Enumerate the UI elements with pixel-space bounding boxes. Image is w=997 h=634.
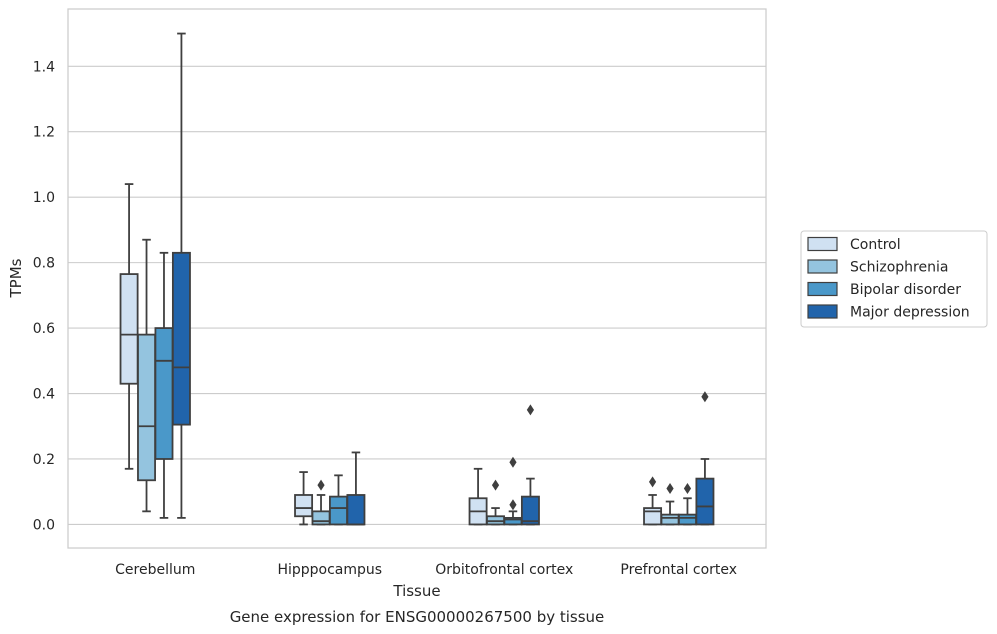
box-iqr [346, 494, 366, 526]
legend-entry-label: Control [850, 237, 901, 253]
box-iqr [520, 495, 540, 526]
y-tick-label: 1.4 [33, 59, 55, 75]
x-tick-label: Hipppocampus [277, 562, 382, 578]
box-iqr [329, 495, 348, 526]
box-control [294, 471, 314, 526]
legend: Control Schizophrenia Bipolar disorder Majo… [800, 230, 988, 328]
flier-point [683, 482, 692, 494]
box-iqr [294, 494, 314, 518]
box-major-depression [520, 404, 540, 526]
legend-entry-label: Bipolar disorder [850, 282, 961, 298]
box-bipolar-disorder [678, 482, 697, 526]
legend-entry-label: Schizophrenia [850, 260, 948, 276]
box-iqr [311, 510, 331, 526]
legend-swatch [807, 259, 838, 274]
x-tick-labels: Cerebellum Hipppocampus Orbitofrontal cort… [115, 562, 737, 578]
flier-point [509, 456, 517, 468]
y-tick-label: 1.2 [33, 125, 55, 141]
flier-point [317, 479, 325, 491]
box-schizophrenia [660, 482, 680, 526]
box-iqr [119, 273, 139, 385]
x-tick-label: Cerebellum [115, 562, 195, 578]
legend-entry-label: Major depression [850, 305, 970, 321]
boxes [119, 32, 715, 526]
flier-point [491, 479, 500, 491]
box-control [468, 467, 488, 526]
flier-point [509, 499, 517, 511]
box-control [643, 476, 663, 526]
legend-swatch [807, 304, 838, 319]
legend-swatch [807, 236, 838, 252]
box-major-depression [346, 451, 366, 526]
box-iqr [660, 513, 680, 526]
box-major-depression [695, 391, 715, 526]
legend-frame [800, 230, 988, 328]
box-bipolar-disorder [154, 251, 174, 519]
flier-point [648, 476, 657, 488]
box-iqr [154, 327, 174, 460]
box-control [119, 183, 139, 470]
legend-swatch [807, 281, 838, 297]
box-iqr [171, 251, 191, 426]
x-tick-label: Prefrontal cortex [620, 562, 737, 578]
box-major-depression [171, 32, 191, 519]
y-tick-label: 0.4 [33, 387, 55, 403]
x-tick-label: Orbitofrontal cortex [435, 562, 573, 578]
y-tick-label: 0.6 [33, 321, 55, 337]
y-tick-label: 1.0 [33, 190, 55, 206]
flier-point [666, 482, 674, 494]
box-iqr [678, 513, 697, 526]
y-tick-label: 0.2 [33, 452, 55, 468]
chart-caption: Gene expression for ENSG00000267500 by t… [230, 608, 605, 626]
flier-point [701, 391, 709, 403]
flier-point [526, 404, 535, 416]
box-iqr [695, 477, 715, 526]
y-axis-title: TPMs [7, 258, 25, 298]
x-axis-title: Tissue [392, 582, 440, 600]
box-schizophrenia [486, 479, 505, 526]
box-iqr [137, 333, 156, 482]
y-tick-label: 0.8 [33, 256, 55, 272]
y-tick-labels: 0.0 0.2 0.4 0.6 0.8 1.0 1.2 1.4 [33, 59, 55, 533]
y-tick-label: 0.0 [33, 517, 55, 533]
